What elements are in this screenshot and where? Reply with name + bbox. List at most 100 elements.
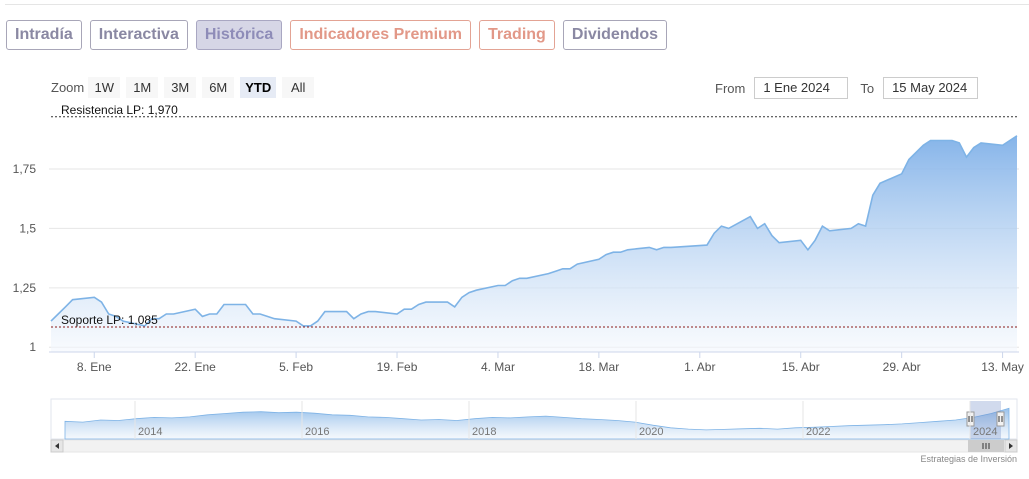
data-point: [726, 226, 730, 230]
navigator-window: [970, 401, 1001, 439]
x-tick-label: 1. Abr: [684, 360, 715, 374]
data-point: [445, 300, 449, 304]
data-point: [1008, 138, 1012, 142]
navigator-year-label: 2022: [806, 426, 830, 438]
zoom-3m-button[interactable]: 3M: [164, 77, 197, 98]
to-date-input[interactable]: 15 May 2024: [883, 77, 979, 99]
data-point: [972, 145, 976, 149]
data-point: [474, 288, 478, 292]
tab-intradia[interactable]: Intradía: [6, 20, 82, 50]
zoom-1w-button[interactable]: 1W: [88, 77, 121, 98]
data-point: [561, 267, 565, 271]
data-point: [546, 271, 550, 275]
data-point: [647, 245, 651, 249]
data-point: [719, 224, 723, 228]
data-point: [99, 300, 103, 304]
data-point: [712, 231, 716, 235]
data-point: [272, 317, 276, 321]
data-point: [705, 243, 709, 247]
data-point: [352, 317, 356, 321]
x-tick-label: 22. Ene: [174, 360, 216, 374]
data-point: [1015, 134, 1019, 138]
credits[interactable]: Estrategias de Inversión: [920, 454, 1017, 464]
range-selector: From 1 Ene 2024 To 15 May 2024: [715, 77, 979, 99]
from-label: From: [715, 80, 746, 96]
data-point: [1000, 143, 1004, 147]
x-tick-label: 29. Abr: [883, 360, 921, 374]
data-point: [402, 307, 406, 311]
y-axis: 1 1,25 1,5 1,75: [13, 162, 37, 354]
data-point: [316, 319, 320, 323]
navigator-year-label: 2020: [639, 426, 663, 438]
data-point: [777, 241, 781, 245]
x-tick-label: 5. Feb: [279, 360, 313, 374]
tab-historica[interactable]: Histórica: [195, 20, 283, 50]
support-label: Soporte LP: 1,085: [61, 313, 158, 327]
data-point: [799, 238, 803, 242]
data-point: [525, 276, 529, 280]
navigator[interactable]: 2014 2016 2018 2020 2022 2024: [50, 398, 1018, 453]
data-point: [957, 141, 961, 145]
navigator-year-label: 2024: [973, 426, 997, 438]
data-point: [453, 305, 457, 309]
data-point: [669, 245, 673, 249]
data-point: [503, 283, 507, 287]
y-tick-label: 1,25: [13, 281, 37, 295]
data-point: [950, 138, 954, 142]
data-point: [193, 307, 197, 311]
data-point: [70, 298, 74, 302]
data-point: [323, 309, 327, 313]
data-point: [63, 305, 67, 309]
data-point: [770, 233, 774, 237]
data-point: [92, 295, 96, 299]
data-point: [251, 312, 255, 316]
data-point: [49, 319, 53, 323]
x-tick-label: 19. Feb: [377, 360, 418, 374]
data-point: [662, 245, 666, 249]
x-tick-label: 13. May: [981, 360, 1024, 374]
resistance-label: Resistencia LP: 1,970: [61, 103, 178, 117]
data-point: [517, 276, 521, 280]
data-point: [222, 302, 226, 306]
data-point: [979, 141, 983, 145]
zoom-all-button[interactable]: All: [282, 77, 315, 98]
price-area: [51, 135, 1017, 352]
data-point: [618, 250, 622, 254]
data-point: [200, 314, 204, 318]
tab-trading[interactable]: Trading: [479, 20, 555, 50]
data-point: [258, 312, 262, 316]
zoom-label: Zoom: [51, 80, 85, 95]
data-point: [763, 222, 767, 226]
from-date-input[interactable]: 1 Ene 2024: [754, 77, 849, 99]
x-tick-label: 4. Mar: [481, 360, 515, 374]
data-point: [359, 312, 363, 316]
data-point: [265, 314, 269, 318]
data-point: [496, 283, 500, 287]
to-label: To: [860, 80, 875, 96]
data-point: [907, 157, 911, 161]
data-point: [900, 172, 904, 176]
price-line: [50, 135, 1018, 327]
data-point: [207, 312, 211, 316]
data-point: [215, 312, 219, 316]
navigator-right-handle[interactable]: [996, 411, 1005, 427]
data-point: [856, 222, 860, 226]
data-point: [597, 257, 601, 261]
zoom-6m-button[interactable]: 6M: [202, 77, 235, 98]
zoom-selector: Zoom 1W 1M 3M 6M YTD All: [51, 77, 320, 98]
zoom-ytd-button[interactable]: YTD: [240, 77, 277, 98]
data-point: [56, 312, 60, 316]
chevron-right-icon: [1009, 443, 1013, 449]
tab-bar: Intradía Interactiva Histórica Indicador…: [6, 20, 668, 50]
zoom-1m-button[interactable]: 1M: [126, 77, 159, 98]
tab-indicadores-premium[interactable]: Indicadores Premium: [290, 20, 472, 50]
data-point: [748, 214, 752, 218]
data-point: [424, 300, 428, 304]
data-point: [409, 307, 413, 311]
data-point: [243, 302, 247, 306]
tab-dividendos[interactable]: Dividendos: [562, 20, 668, 50]
scrollbar-track[interactable]: [50, 439, 1018, 453]
tab-interactiva[interactable]: Interactiva: [89, 20, 188, 50]
